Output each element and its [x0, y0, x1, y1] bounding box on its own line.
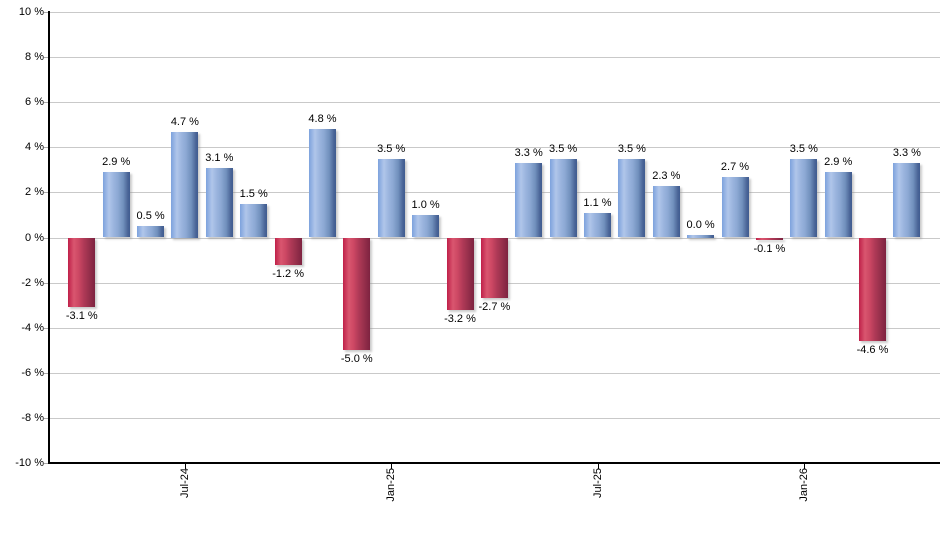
bar [480, 237, 508, 299]
bar [790, 158, 818, 238]
y-tick-label: -8 % [21, 412, 44, 424]
bar-value-label: 1.5 % [239, 187, 268, 200]
x-tick-label: Jan-26 [797, 468, 810, 502]
bar [171, 131, 199, 238]
bar-value-label: -1.2 % [272, 267, 304, 280]
bar [893, 163, 921, 238]
bar [652, 185, 680, 238]
gridline [49, 102, 940, 103]
bar-value-label: 1.1 % [583, 196, 612, 209]
gridline [49, 192, 940, 193]
bar [446, 237, 474, 310]
y-tick-label: -10 % [15, 457, 44, 469]
y-tick-label: -6 % [21, 367, 44, 379]
y-tick-label: 2 % [25, 186, 44, 198]
y-tick-mark [44, 192, 49, 193]
bar-value-label: -5.0 % [340, 353, 373, 366]
bar [205, 167, 233, 238]
bar [755, 237, 783, 240]
y-tick-mark [44, 463, 49, 464]
bar-value-label: 3.3 % [892, 147, 921, 160]
bar-value-label: 2.3 % [652, 169, 681, 182]
bar [377, 158, 405, 238]
gridline [49, 147, 940, 148]
y-tick-label: -2 % [21, 277, 44, 289]
y-tick-mark [44, 12, 49, 13]
bar [102, 172, 130, 238]
bar [824, 172, 852, 238]
y-tick-mark [44, 238, 49, 239]
bar-value-label: 4.7 % [170, 115, 199, 128]
x-tick-label: Jul-24 [178, 468, 191, 498]
x-tick-mark [597, 462, 599, 469]
bar-value-label: 1.0 % [411, 198, 440, 211]
bar [618, 158, 646, 238]
y-tick-label: 8 % [25, 51, 44, 63]
bar [274, 237, 302, 265]
bar-value-label: 3.1 % [205, 151, 234, 164]
bar-value-label: -0.1 % [753, 243, 786, 255]
bar [549, 158, 577, 238]
y-tick-label: -4 % [21, 322, 44, 334]
y-tick-label: 4 % [25, 141, 44, 153]
bar [515, 163, 543, 238]
bar-value-label: 2.7 % [720, 160, 750, 173]
bar [584, 212, 611, 238]
bar-value-label: -2.7 % [478, 301, 511, 314]
y-tick-mark [44, 418, 49, 419]
bar [309, 129, 336, 238]
y-tick-mark [44, 147, 49, 148]
bar-value-label: 4.8 % [308, 113, 337, 126]
x-axis-line [48, 462, 940, 464]
bar-value-label: -4.6 % [856, 344, 889, 357]
bar [240, 203, 268, 238]
y-tick-mark [44, 283, 49, 284]
bar [68, 237, 96, 308]
y-tick-label: 6 % [25, 96, 44, 108]
x-tick-label: Jan-25 [385, 468, 398, 502]
bar-value-label: -3.2 % [444, 312, 476, 325]
gridline [49, 12, 940, 13]
y-axis-line [48, 11, 50, 463]
gridline [49, 328, 940, 329]
bar [859, 237, 886, 342]
x-tick-mark [803, 462, 805, 469]
bar [343, 237, 371, 351]
y-tick-mark [44, 57, 49, 58]
bar [412, 214, 440, 238]
bar-value-label: 3.5 % [617, 142, 646, 155]
bar [687, 235, 715, 238]
bar-value-label: 3.5 % [549, 142, 578, 155]
y-tick-label: 10 % [18, 6, 44, 18]
y-tick-mark [44, 328, 49, 329]
bar [721, 176, 749, 238]
gridline [49, 57, 940, 58]
bar-value-label: -3.1 % [65, 310, 98, 323]
bar-value-label: 3.5 % [789, 142, 818, 155]
bar-value-label: 0.0 % [686, 219, 715, 231]
bar [137, 226, 165, 238]
x-tick-mark [184, 462, 186, 469]
gridline [49, 418, 940, 419]
bar-value-label: 0.5 % [136, 210, 165, 223]
gridline [49, 373, 940, 374]
bar-value-label: 3.5 % [377, 142, 406, 155]
bar-value-label: 3.3 % [514, 147, 543, 160]
bar-value-label: 2.9 % [824, 156, 853, 169]
bar-value-label: 2.9 % [102, 156, 131, 169]
y-tick-label: 0 % [25, 232, 44, 244]
x-tick-label: Jul-25 [591, 468, 604, 498]
y-tick-mark [44, 373, 49, 374]
x-tick-mark [391, 462, 393, 469]
y-tick-mark [44, 102, 49, 103]
